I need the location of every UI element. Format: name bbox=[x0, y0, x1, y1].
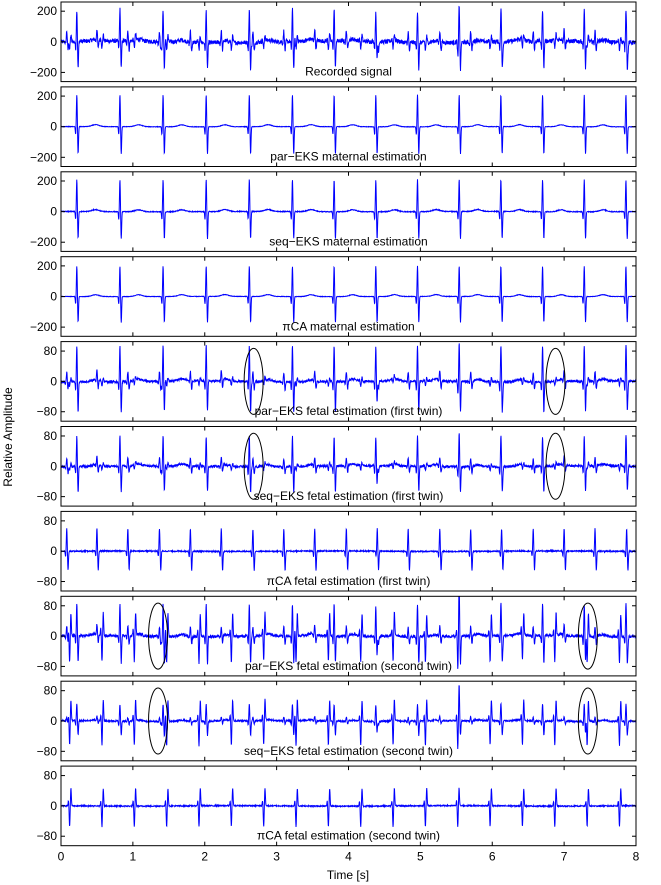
x-tick-label: 5 bbox=[417, 850, 424, 864]
signal-line bbox=[61, 265, 636, 323]
highlight-ellipse bbox=[577, 602, 598, 670]
panel: −200 0 200 πCA maternal estimation bbox=[30, 256, 637, 337]
y-tick-label: 0 bbox=[50, 544, 57, 558]
highlight-ellipse bbox=[545, 432, 566, 500]
highlight-ellipse bbox=[243, 347, 264, 415]
y-tick-label: −80 bbox=[37, 829, 58, 843]
y-tick-label: −80 bbox=[37, 744, 58, 758]
x-tick-label: 8 bbox=[633, 850, 640, 864]
y-axis-label: Relative Amplitude bbox=[1, 387, 15, 487]
panel: −80 0 80 πCA fetal estimation (first twin) bbox=[37, 510, 637, 592]
y-tick-label: −200 bbox=[30, 320, 57, 334]
y-tick-label: 80 bbox=[44, 599, 58, 613]
x-tick-label: 4 bbox=[345, 850, 352, 864]
x-tick-label: 6 bbox=[489, 850, 496, 864]
x-tick-label: 1 bbox=[130, 850, 137, 864]
y-tick-label: 0 bbox=[50, 120, 57, 134]
y-tick-label: 200 bbox=[37, 89, 57, 103]
y-tick-label: 0 bbox=[50, 290, 57, 304]
y-tick-label: 200 bbox=[37, 4, 57, 18]
highlight-ellipse bbox=[243, 432, 264, 500]
y-tick-label: 0 bbox=[50, 374, 57, 388]
signal-line bbox=[61, 685, 636, 750]
panel: −80 0 80 seq−EKS fetal estimation (second t… bbox=[37, 680, 637, 762]
panel: −80 0 80 seq−EKS fetal estimation (first tw… bbox=[37, 426, 637, 507]
y-tick-label: −200 bbox=[30, 65, 57, 79]
panel: −200 0 200 Recorded signal bbox=[30, 1, 637, 83]
x-axis-label: Time [s] bbox=[327, 868, 369, 882]
y-tick-label: 200 bbox=[37, 259, 57, 273]
signal-line bbox=[61, 787, 636, 828]
panel: −80 0 80 par−EKS fetal estimation (second t… bbox=[37, 595, 637, 677]
y-tick-label: 80 bbox=[44, 769, 58, 783]
panel-title: seq−EKS fetal estimation (first twin) bbox=[254, 489, 444, 503]
x-tick-label: 7 bbox=[561, 850, 568, 864]
y-tick-label: −80 bbox=[37, 405, 58, 419]
y-tick-label: 0 bbox=[50, 35, 57, 49]
y-tick-label: 80 bbox=[44, 429, 58, 443]
signal-line bbox=[61, 433, 636, 493]
panel-title: par−EKS fetal estimation (second twin) bbox=[245, 659, 452, 673]
signal-line bbox=[61, 179, 636, 239]
highlight-ellipse bbox=[148, 687, 169, 755]
x-tick-label: 0 bbox=[58, 850, 65, 864]
panel-title: par−EKS maternal estimation bbox=[270, 150, 426, 164]
y-tick-label: 0 bbox=[50, 459, 57, 473]
x-tick-label: 3 bbox=[273, 850, 280, 864]
signal-line bbox=[61, 596, 636, 669]
signal-line bbox=[61, 94, 636, 155]
y-tick-label: 80 bbox=[44, 514, 58, 528]
y-tick-label: 200 bbox=[37, 174, 57, 188]
panel: −200 0 200 par−EKS maternal estimation bbox=[30, 86, 637, 167]
y-tick-label: −200 bbox=[30, 150, 57, 164]
y-tick-label: −80 bbox=[37, 575, 58, 589]
x-tick-label: 2 bbox=[201, 850, 208, 864]
panel-title: par−EKS fetal estimation (first twin) bbox=[255, 404, 443, 418]
highlight-ellipse bbox=[577, 687, 598, 755]
y-tick-label: −80 bbox=[37, 490, 58, 504]
signal-line bbox=[61, 527, 636, 572]
panel-title: πCA maternal estimation bbox=[282, 319, 414, 333]
highlight-ellipse bbox=[545, 347, 566, 415]
y-tick-label: 0 bbox=[50, 629, 57, 643]
y-tick-label: −200 bbox=[30, 235, 57, 249]
signal-line bbox=[61, 5, 636, 72]
signal-line bbox=[61, 343, 636, 413]
y-tick-label: 80 bbox=[44, 684, 58, 698]
highlight-ellipse bbox=[148, 602, 169, 670]
y-tick-label: 0 bbox=[50, 714, 57, 728]
y-tick-label: −80 bbox=[37, 659, 58, 673]
y-tick-label: 0 bbox=[50, 205, 57, 219]
panel-title: Recorded signal bbox=[305, 65, 392, 79]
panel-title: πCA fetal estimation (first twin) bbox=[267, 574, 431, 588]
panel: −80 0 80 πCA fetal estimation (second twin) bbox=[37, 765, 637, 847]
y-tick-label: 80 bbox=[44, 344, 58, 358]
panel-title: seq−EKS fetal estimation (second twin) bbox=[244, 744, 453, 758]
panel-title: seq−EKS maternal estimation bbox=[269, 234, 427, 248]
panel: −80 0 80 par−EKS fetal estimation (first tw… bbox=[37, 341, 637, 422]
y-tick-label: 0 bbox=[50, 799, 57, 813]
panel-title: πCA fetal estimation (second twin) bbox=[257, 829, 440, 843]
panel: −200 0 200 seq−EKS maternal estimation bbox=[30, 171, 637, 252]
